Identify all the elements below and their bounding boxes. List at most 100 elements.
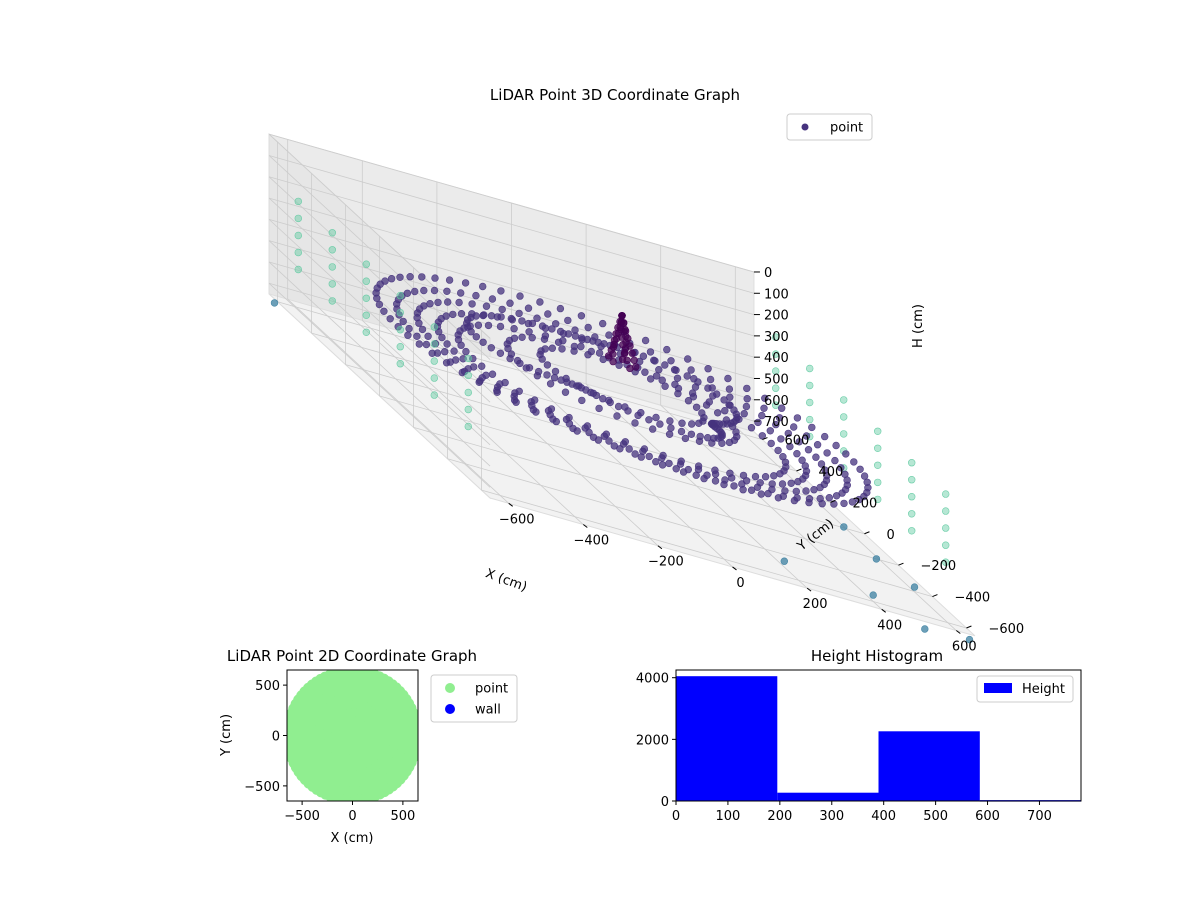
chart-3d-point: [380, 307, 388, 315]
chart-3d-point: [770, 472, 778, 480]
chart-3d-point: [538, 355, 546, 363]
chart-3d-point: [856, 465, 864, 473]
chart-3d-point: [430, 374, 438, 382]
chart-3d-point: [789, 423, 798, 431]
chart-3d-point: [543, 361, 552, 369]
chart-3d-point: [802, 432, 811, 440]
chart-3d-point: [406, 273, 414, 281]
chart-3d-ytick-label: 600: [784, 434, 809, 449]
chart-3d-point: [479, 338, 487, 346]
chart-3d-point: [478, 362, 486, 370]
chart-3d-point: [713, 409, 722, 417]
chart-3d-point: [618, 312, 626, 320]
chart-3d-point: [747, 486, 756, 494]
chart-3d-point: [461, 279, 470, 287]
chart-3d-point: [464, 388, 472, 397]
chart-3d-point: [544, 310, 552, 318]
histogram-bars: [676, 676, 1082, 802]
chart-3d-point: [848, 498, 857, 506]
chart-3d-point: [536, 298, 544, 306]
chart-3d-point: [706, 375, 715, 384]
chart-2d-xtick-label: −500: [284, 809, 320, 824]
chart-3d-point: [795, 438, 803, 446]
chart-3d-point: [443, 287, 451, 295]
chart-3d-point: [487, 344, 495, 352]
chart-2d-title: LiDAR Point 2D Coordinate Graph: [227, 647, 477, 665]
chart-3d-point: [434, 298, 442, 307]
chart-3d-ytick-mark: [762, 437, 768, 441]
chart-3d-xtick-label: −600: [499, 512, 535, 527]
chart-3d-point: [695, 419, 703, 427]
chart-3d-point: [839, 396, 848, 404]
chart-3d-xtick-label: 400: [877, 618, 902, 633]
chart-3d-point: [694, 378, 702, 386]
chart-3d-point: [728, 422, 737, 431]
chart-2d: LiDAR Point 2D Coordinate Graph −500 0 500…: [219, 647, 518, 846]
chart-3d-point: [687, 366, 695, 374]
chart-2d-xlabel: X (cm): [331, 831, 374, 846]
chart-3d-point: [813, 441, 822, 449]
chart-3d-point: [595, 404, 603, 413]
chart-3d-xlabel: X (cm): [483, 566, 529, 595]
chart-3d-point: [538, 322, 547, 330]
chart-3d-point: [605, 437, 613, 445]
chart-3d-point: [609, 350, 617, 358]
chart-3d-point: [674, 389, 682, 398]
chart-3d-point: [594, 338, 602, 347]
chart-3d-ztick-label: 700: [764, 415, 789, 430]
chart-3d-point: [554, 338, 563, 346]
histogram-title: Height Histogram: [811, 647, 943, 665]
chart-3d-point: [907, 527, 916, 535]
chart-3d-ticks: −600 −400 −200 0 200 400 600 600 400 200 0 −200 −400…: [499, 266, 1024, 655]
chart-3d-xtick-label: −400: [573, 534, 609, 549]
chart-3d-point: [692, 471, 700, 479]
chart-3d-point: [655, 366, 663, 374]
chart-3d-point: [512, 398, 520, 406]
chart-3d-point: [424, 332, 432, 340]
chart-3d-point: [510, 325, 518, 333]
chart-3d-point: [818, 500, 826, 508]
chart-2d-ylabel: Y (cm): [219, 714, 234, 757]
chart-3d-point: [804, 446, 813, 454]
chart-3d-point: [703, 434, 712, 442]
chart-3d-ytick-mark: [864, 531, 870, 535]
chart-3d-point: [778, 480, 787, 488]
chart-3d-point: [760, 404, 768, 412]
chart-3d-point: [672, 465, 680, 473]
chart-3d-point: [525, 328, 533, 336]
chart-3d-point: [941, 558, 950, 566]
chart-3d-point: [630, 356, 638, 364]
chart-3d-point: [399, 317, 407, 326]
chart-3d-point: [805, 381, 814, 390]
chart-2d-ytick-label: 500: [255, 679, 280, 694]
chart-3d-point: [720, 396, 728, 404]
chart-3d-point: [613, 412, 621, 420]
chart-3d-point: [658, 461, 667, 469]
grid-z-left: [268, 261, 491, 467]
chart-3d-point: [522, 364, 530, 372]
chart-3d-xtick-label: −200: [648, 555, 684, 570]
histogram-ytick-label: 0: [661, 795, 669, 810]
chart-3d-point: [692, 403, 701, 411]
chart-3d-point: [747, 424, 756, 432]
chart-3d-point: [774, 446, 782, 455]
chart-3d-point: [663, 345, 671, 354]
chart-3d-point: [777, 435, 785, 443]
chart-3d-legend-marker: [801, 123, 809, 131]
chart-3d-point: [786, 442, 794, 451]
chart-3d-point: [921, 625, 929, 633]
chart-3d-xtick-mark: [508, 502, 514, 507]
chart-3d-point: [907, 510, 916, 518]
chart-3d-point: [652, 372, 661, 380]
chart-3d-point: [540, 335, 549, 343]
chart-3d-xtick-mark: [582, 524, 588, 528]
grid-z-back: [268, 176, 755, 315]
chart-3d-point: [794, 477, 802, 486]
chart-3d-point: [362, 277, 370, 285]
chart-3d-point: [941, 507, 950, 515]
chart-3d-point: [396, 360, 404, 368]
grid-z-back: [268, 133, 755, 273]
histogram-xtick-label: 0: [672, 809, 680, 824]
chart-3d-point: [556, 327, 565, 336]
chart-3d-point: [457, 341, 465, 349]
